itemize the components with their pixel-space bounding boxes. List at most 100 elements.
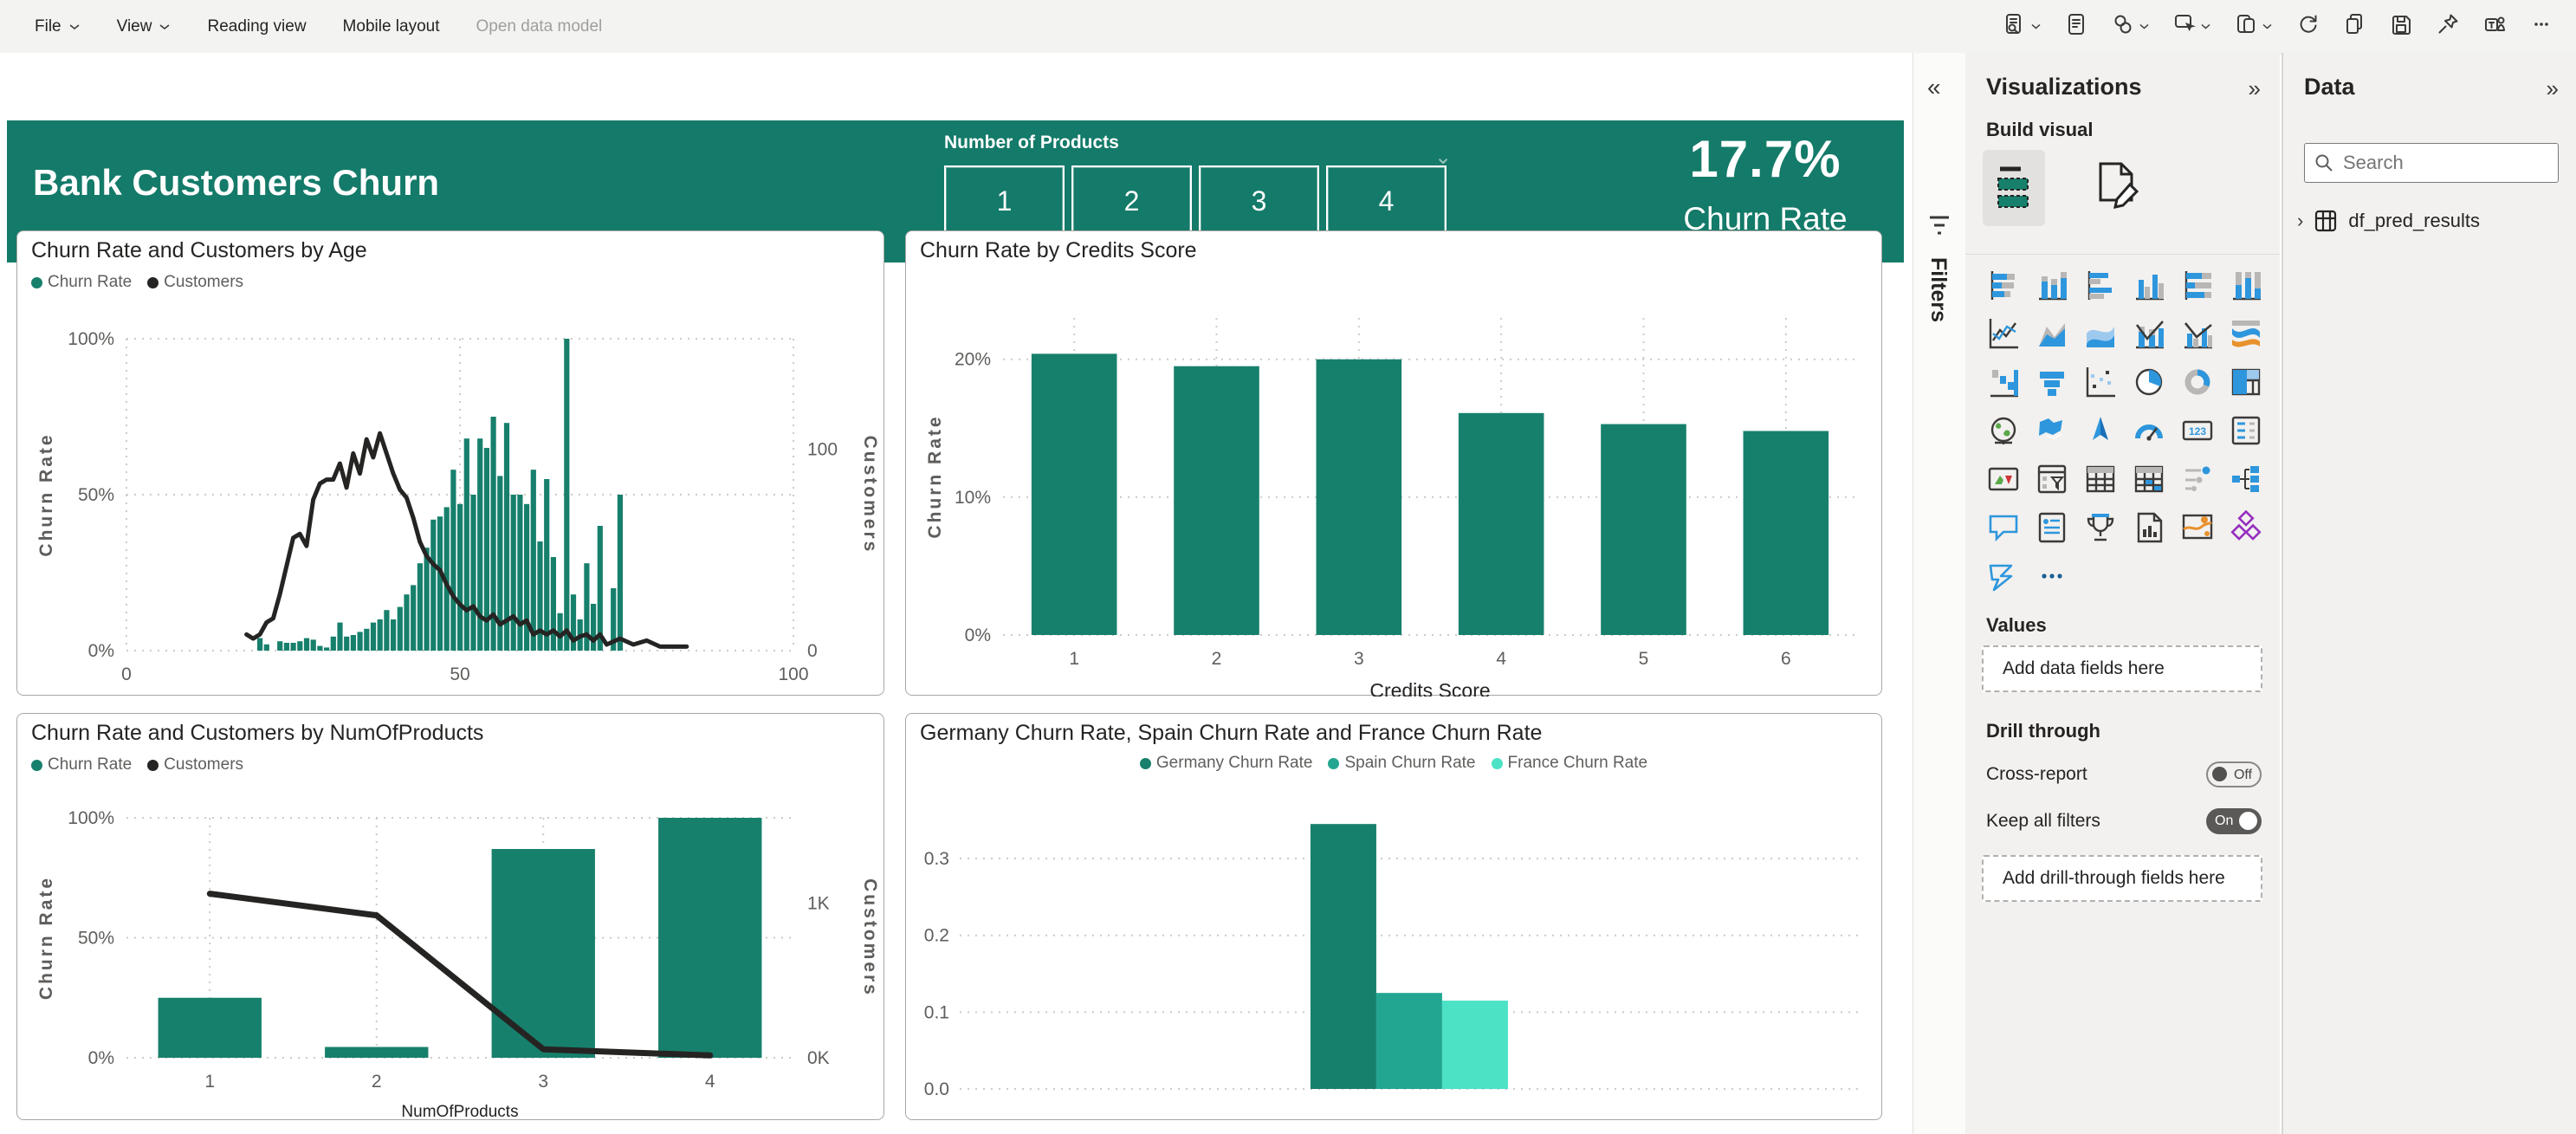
bar[interactable] [611, 588, 617, 651]
bar[interactable] [290, 643, 296, 651]
bar[interactable] [584, 563, 590, 651]
bar[interactable] [550, 557, 556, 651]
bar[interactable] [491, 849, 595, 1058]
expand-filters-icon[interactable]: « [1927, 74, 1941, 100]
bar[interactable] [1601, 424, 1686, 635]
viz-type-stacked-column-chart[interactable] [2028, 261, 2076, 309]
bar-germany-churn-rate[interactable] [1310, 824, 1376, 1089]
bar[interactable] [1458, 412, 1544, 635]
legend-item[interactable]: Customers [147, 755, 243, 774]
bar[interactable] [1743, 431, 1829, 635]
bar[interactable] [544, 479, 550, 651]
legend-item[interactable]: Spain Churn Rate [1328, 754, 1476, 773]
bar[interactable] [364, 628, 370, 651]
viz-type-filled-map[interactable] [2028, 406, 2076, 455]
bar[interactable] [337, 622, 343, 651]
viz-type-donut-chart[interactable] [2173, 358, 2222, 406]
bar[interactable] [370, 622, 377, 651]
tab-format-visual[interactable] [2085, 155, 2147, 221]
bar[interactable] [450, 470, 456, 651]
viz-type-kpi[interactable] [1979, 455, 2028, 503]
viz-type-card[interactable]: 123 [2173, 406, 2222, 455]
bar[interactable] [617, 495, 623, 651]
bar[interactable] [443, 507, 450, 651]
viz-type-gauge[interactable] [2125, 406, 2173, 455]
bar[interactable] [658, 818, 762, 1058]
link-button[interactable] [2104, 7, 2157, 46]
legend-item[interactable]: Customers [147, 273, 243, 292]
bar[interactable] [1174, 366, 1259, 635]
viz-type-smart-narrative[interactable] [2028, 503, 2076, 552]
bar[interactable] [158, 997, 262, 1058]
save-button[interactable] [2382, 7, 2420, 46]
viz-type-multi-row-card[interactable] [2222, 406, 2270, 455]
more-button[interactable] [2522, 7, 2560, 46]
viz-type-stacked-bar-chart[interactable] [1979, 261, 2028, 309]
bar[interactable] [283, 643, 289, 651]
menu-item-view[interactable]: View [105, 10, 184, 43]
viz-type-decomposition-tree[interactable] [2222, 455, 2270, 503]
bar[interactable] [557, 612, 563, 651]
bar[interactable] [303, 638, 310, 651]
legend-item[interactable]: France Churn Rate [1491, 754, 1647, 773]
view-toggle-button[interactable] [1996, 7, 2049, 46]
add-drill-through-fields-well[interactable]: Add drill-through fields here [1982, 855, 2262, 902]
viz-type-line-and-stacked-column-chart[interactable] [2125, 309, 2173, 358]
copy-button[interactable] [2335, 7, 2373, 46]
bar[interactable] [397, 606, 403, 651]
viz-type-pie-chart[interactable] [2125, 358, 2173, 406]
data-search-box[interactable] [2304, 143, 2559, 183]
slicer-option-4[interactable]: 4 [1326, 165, 1447, 237]
viz-type-stacked-area-chart[interactable] [2076, 309, 2125, 358]
line-series[interactable] [244, 431, 689, 649]
bar[interactable] [277, 641, 283, 651]
viz-type-treemap[interactable] [2222, 358, 2270, 406]
devices-button[interactable] [2227, 7, 2280, 46]
bar[interactable] [404, 594, 410, 651]
chevron-down-icon[interactable]: ⌄ [1434, 146, 1453, 169]
viz-type-100-stacked-column-chart[interactable] [2222, 261, 2270, 309]
bar[interactable] [384, 610, 390, 651]
bar[interactable] [417, 563, 423, 651]
chevron-right-icon[interactable]: › [2297, 210, 2304, 231]
viz-type-ribbon-chart[interactable] [2222, 309, 2270, 358]
bar[interactable] [597, 526, 603, 651]
viz-type-power-automate[interactable] [1979, 552, 2028, 600]
viz-type-area-chart[interactable] [2028, 309, 2076, 358]
bar[interactable] [490, 417, 496, 651]
legend-item[interactable]: Churn Rate [31, 755, 132, 774]
viz-type-more-visuals[interactable] [2028, 552, 2076, 600]
viz-type-paginated-report[interactable] [2125, 503, 2173, 552]
bar[interactable] [324, 647, 330, 651]
bar[interactable] [470, 495, 476, 651]
refresh-button[interactable] [2288, 7, 2327, 46]
bar[interactable] [330, 636, 336, 651]
bar[interactable] [430, 519, 437, 651]
collapse-visualizations-icon[interactable]: » [2248, 75, 2261, 101]
teams-button[interactable] [2476, 7, 2514, 46]
viz-type-power-apps[interactable] [2222, 503, 2270, 552]
bar[interactable] [350, 635, 356, 651]
bar[interactable] [537, 541, 543, 651]
line-series[interactable] [206, 891, 714, 1059]
table-item-df-pred-results[interactable]: › df_pred_results [2297, 209, 2480, 233]
bar[interactable] [483, 448, 489, 651]
viz-type-scatter-chart[interactable] [2076, 358, 2125, 406]
bar[interactable] [524, 503, 530, 651]
slicer-option-1[interactable]: 1 [944, 165, 1065, 237]
bar[interactable] [344, 636, 350, 651]
bar[interactable] [591, 604, 597, 651]
viz-type-azure-map[interactable] [2076, 406, 2125, 455]
notes-button[interactable] [2057, 7, 2095, 46]
bar[interactable] [310, 639, 316, 651]
viz-type-waterfall-chart[interactable] [1979, 358, 2028, 406]
slicer-option-3[interactable]: 3 [1199, 165, 1319, 237]
bar[interactable] [297, 641, 303, 651]
bar[interactable] [1031, 353, 1117, 635]
add-data-fields-well[interactable]: Add data fields here [1982, 645, 2262, 692]
viz-type-line-chart[interactable] [1979, 309, 2028, 358]
visual-churn-by-country[interactable]: Germany Churn Rate, Spain Churn Rate and… [905, 713, 1882, 1120]
visual-churn-by-numofproducts[interactable]: Churn Rate and Customers by NumOfProduct… [16, 713, 884, 1121]
filters-pane-label[interactable]: Filters [1926, 257, 1951, 323]
bar[interactable] [411, 585, 417, 651]
